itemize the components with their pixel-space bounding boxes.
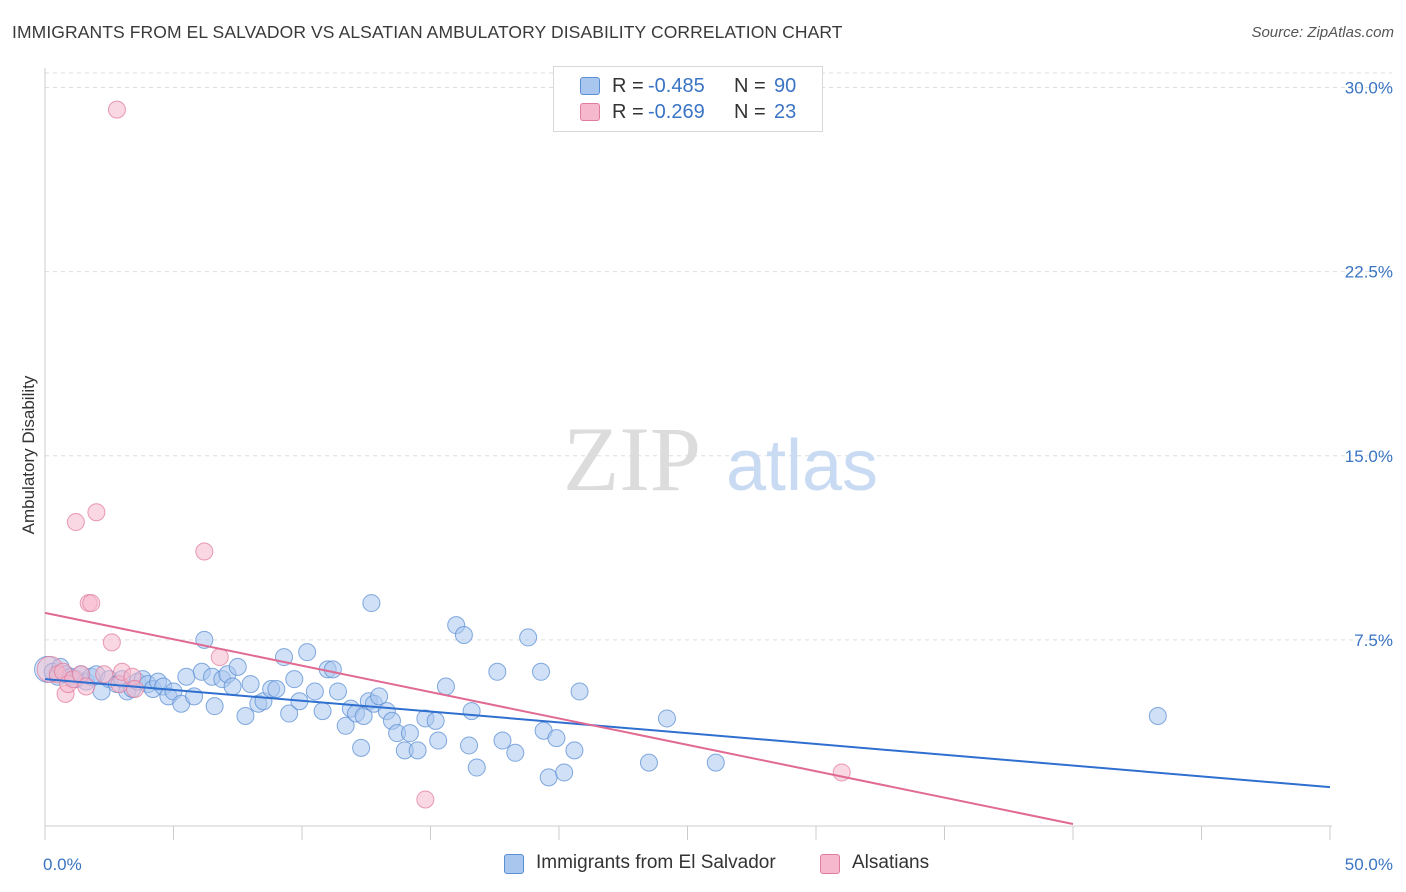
data-point-el-salvador <box>285 670 304 689</box>
data-point-alsatians <box>95 665 114 684</box>
legend-n-value: 90 <box>774 75 797 97</box>
data-point-el-salvador <box>639 753 658 772</box>
bottom-legend-swatch-el-salvador <box>504 854 524 874</box>
x-tick-label: 50.0% <box>1345 855 1393 874</box>
data-point-el-salvador <box>506 743 525 762</box>
y-tick-label: 30.0% <box>1345 79 1393 98</box>
data-point-el-salvador <box>436 677 455 696</box>
data-point-el-salvador <box>460 736 479 755</box>
grid-lines <box>45 72 1392 641</box>
data-point-el-salvador <box>565 741 584 760</box>
data-point-el-salvador <box>177 667 196 686</box>
data-point-el-salvador <box>1148 706 1167 725</box>
data-point-alsatians <box>87 503 106 522</box>
data-point-el-salvador <box>488 662 507 681</box>
watermark-atlas: atlas <box>726 426 878 506</box>
data-point-el-salvador <box>223 677 242 696</box>
axes <box>44 68 1332 840</box>
data-point-el-salvador <box>426 711 445 730</box>
data-point-el-salvador <box>429 731 448 750</box>
data-point-el-salvador <box>532 662 551 681</box>
data-point-el-salvador <box>547 729 566 748</box>
data-point-el-salvador <box>657 709 676 728</box>
data-point-el-salvador <box>706 753 725 772</box>
y-tick-label: 15.0% <box>1345 447 1393 466</box>
y-tick-label: 22.5% <box>1345 263 1393 282</box>
bottom-legend-label: Alsatians <box>852 852 930 873</box>
trend-lines <box>44 611 1331 825</box>
x-tick-label: 0.0% <box>43 855 82 874</box>
legend-swatch-alsatians <box>580 103 600 121</box>
bottom-legend-label: Immigrants from El Salvador <box>536 852 776 873</box>
data-point-el-salvador <box>280 704 299 723</box>
data-point-el-salvador <box>305 682 324 701</box>
data-point-el-salvador <box>539 768 558 787</box>
data-point-alsatians <box>82 594 101 613</box>
data-point-el-salvador <box>519 628 538 647</box>
data-point-alsatians <box>107 100 126 119</box>
data-point-alsatians <box>416 790 435 809</box>
data-point-el-salvador <box>267 679 286 698</box>
y-tick-label: 7.5% <box>1354 631 1393 650</box>
legend-row-alsatians: R = -0.269 N = 23 <box>554 101 822 127</box>
watermark-zip: ZIP <box>563 408 701 510</box>
chart-title: IMMIGRANTS FROM EL SALVADOR VS ALSATIAN … <box>12 22 843 42</box>
data-point-el-salvador <box>454 625 473 644</box>
data-point-alsatians <box>77 677 96 696</box>
legend-r-value: -0.485 <box>648 75 705 97</box>
data-point-el-salvador <box>493 731 512 750</box>
data-point-el-salvador <box>313 702 332 721</box>
bottom-legend-el-salvador: Immigrants from El Salvador <box>504 852 804 876</box>
chart-source: Source: ZipAtlas.com <box>1251 24 1394 41</box>
legend-r-value: -0.269 <box>648 101 705 123</box>
data-point-el-salvador <box>228 657 247 676</box>
legend-r-label: R = <box>612 75 644 97</box>
watermark: ZIP atlas <box>563 408 878 510</box>
data-point-alsatians <box>125 679 144 698</box>
data-point-alsatians <box>66 513 85 532</box>
data-point-alsatians <box>102 633 121 652</box>
data-point-el-salvador <box>467 758 486 777</box>
data-point-el-salvador <box>323 660 342 679</box>
y-axis-label: Ambulatory Disability <box>19 375 38 534</box>
stats-legend: R = -0.485 N = 90 R = -0.269 N = 23 <box>553 66 823 132</box>
data-point-el-salvador <box>352 738 371 757</box>
tick-labels: 7.5% 15.0% 22.5% 30.0% 0.0% 50.0% <box>43 79 1393 874</box>
legend-n-label: N = <box>734 101 766 123</box>
data-point-el-salvador <box>241 675 260 694</box>
bottom-legend-alsatians: Alsatians <box>820 852 980 876</box>
data-point-el-salvador <box>570 682 589 701</box>
legend-r-label: R = <box>612 101 644 123</box>
legend-row-el-salvador: R = -0.485 N = 90 <box>554 75 822 101</box>
data-point-el-salvador <box>336 716 355 735</box>
data-point-el-salvador <box>236 706 255 725</box>
data-point-el-salvador <box>298 643 317 662</box>
legend-swatch-el-salvador <box>580 77 600 95</box>
trend-line-alsatians <box>44 611 1074 825</box>
legend-n-value: 23 <box>774 101 797 123</box>
data-point-el-salvador <box>400 724 419 743</box>
data-point-el-salvador <box>205 697 224 716</box>
data-point-alsatians <box>210 648 229 667</box>
data-point-el-salvador <box>328 682 347 701</box>
legend-n-label: N = <box>734 75 766 97</box>
data-point-alsatians <box>195 542 214 561</box>
trend-line-el-salvador <box>44 678 1331 789</box>
data-point-el-salvador <box>462 702 481 721</box>
data-point-el-salvador <box>555 763 574 782</box>
bottom-legend-swatch-alsatians <box>820 854 840 874</box>
data-point-el-salvador <box>408 741 427 760</box>
data-point-el-salvador <box>362 594 381 613</box>
data-point-el-salvador <box>370 687 389 706</box>
